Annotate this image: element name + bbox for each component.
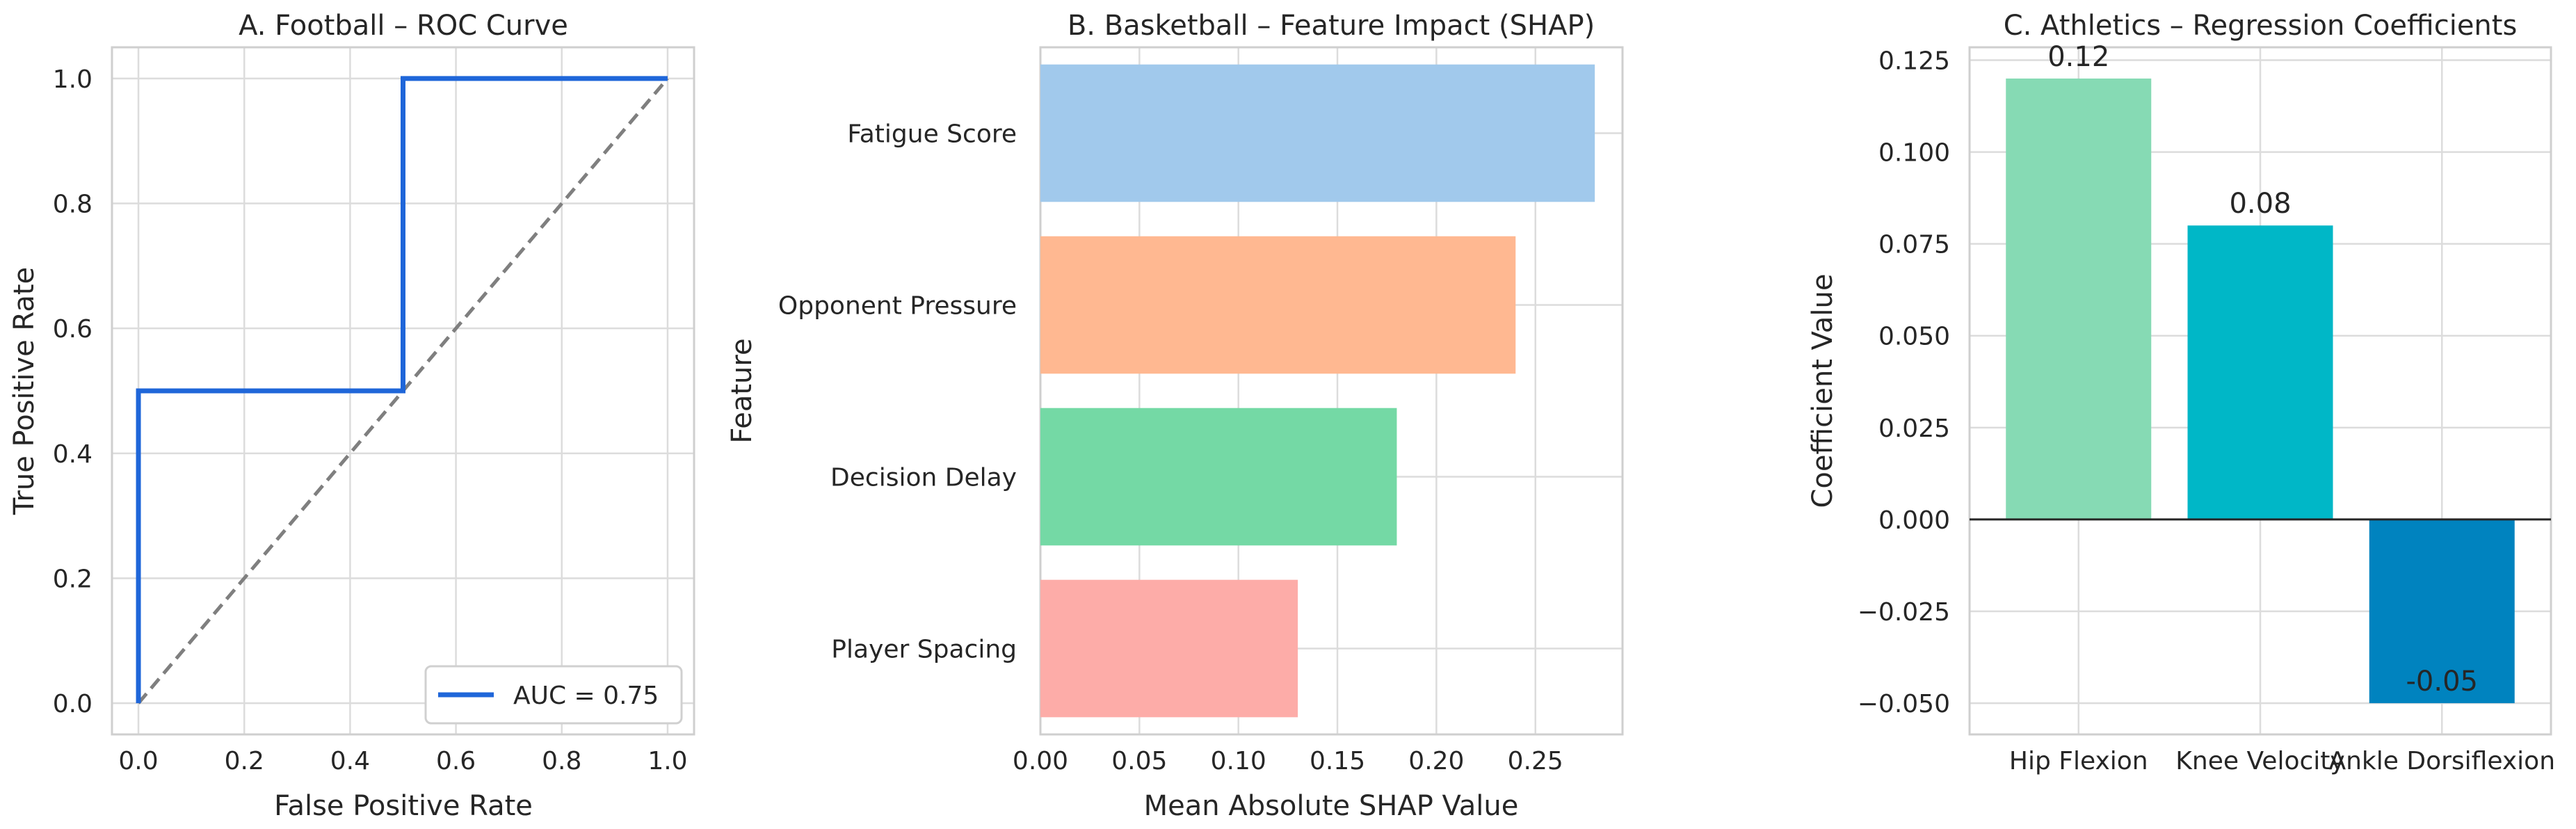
roc-x-tick-label: 0.0	[118, 747, 158, 775]
coef-y-tick-label: −0.025	[1858, 598, 1950, 627]
shap-title: B. Basketball – Feature Impact (SHAP)	[1068, 10, 1595, 42]
roc-y-axis-label: True Positive Rate	[8, 267, 40, 515]
roc-y-tick-label: 0.6	[53, 315, 92, 344]
shap-x-tick-label: 0.00	[1013, 747, 1068, 775]
roc-y-tick-label: 0.2	[53, 565, 92, 593]
roc-title: A. Football – ROC Curve	[239, 10, 568, 42]
coef-bar	[2187, 225, 2333, 520]
shap-category-label: Fatigue Score	[847, 120, 1017, 149]
roc-x-tick-label: 1.0	[647, 747, 687, 775]
roc-panel: 0.0 0.2 0.4 0.6 0.8 1.0 0.0 0.2 0.4 0.6 0.8 1.0 A. …	[8, 10, 695, 822]
roc-y-tick-label: 0.8	[53, 191, 92, 219]
coef-bar	[2369, 519, 2515, 704]
shap-bar	[1040, 236, 1516, 374]
roc-curve-line	[136, 76, 668, 704]
shap-category-label: Player Spacing	[831, 636, 1017, 664]
coef-y-tick-label: 0.000	[1878, 506, 1950, 535]
coef-y-tick-label: 0.125	[1878, 47, 1950, 75]
shap-panel: 0.00 0.05 0.10 0.15 0.20 0.25 Fatigue Score Opp…	[726, 10, 1624, 822]
roc-legend-box	[424, 665, 683, 725]
shap-y-axis-label: Feature	[726, 338, 758, 443]
coef-y-axis-label: Coefficient Value	[1807, 274, 1839, 508]
coef-y-tick-label: 0.075	[1878, 231, 1950, 259]
coef-bar	[2006, 78, 2152, 520]
coef-x-tick-label: Knee Velocity	[2175, 747, 2344, 775]
coef-x-tick-label: Ankle Dorsiflexion	[2328, 747, 2555, 775]
shap-category-label: Decision Delay	[830, 464, 1017, 492]
coef-y-tick-label: 0.025	[1878, 414, 1950, 443]
roc-y-tick-label: 1.0	[53, 65, 92, 94]
coefficients-panel: 0.12 0.08 -0.05 −0.050 −0.025 0.000 0.025 0.05…	[1807, 10, 2555, 775]
coef-value-label: -0.05	[2406, 666, 2479, 698]
shap-category-label: Opponent Pressure	[778, 292, 1017, 321]
roc-legend: AUC = 0.75	[424, 665, 683, 725]
shap-x-tick-label: 0.20	[1408, 747, 1464, 775]
shap-x-tick-label: 0.15	[1310, 747, 1365, 775]
coef-y-tick-label: 0.050	[1878, 323, 1950, 351]
roc-y-tick-label: 0.0	[53, 690, 92, 718]
shap-bar	[1040, 408, 1397, 546]
shap-x-axis-label: Mean Absolute SHAP Value	[1144, 790, 1519, 822]
roc-x-axis-label: False Positive Rate	[274, 790, 533, 822]
coef-value-label: 0.08	[2229, 188, 2291, 220]
coef-plot-frame	[1968, 46, 2552, 736]
coef-value-label: 0.12	[2047, 41, 2109, 73]
roc-x-tick-label: 0.6	[436, 747, 476, 775]
shap-bar	[1040, 579, 1298, 718]
shap-x-tick-label: 0.25	[1508, 747, 1563, 775]
coef-x-tick-label: Hip Flexion	[2009, 747, 2148, 775]
roc-legend-label: AUC = 0.75	[513, 682, 659, 710]
shap-x-tick-label: 0.05	[1111, 747, 1167, 775]
coef-title: C. Athletics – Regression Coefficients	[2004, 10, 2518, 42]
roc-x-tick-label: 0.8	[542, 747, 581, 775]
shap-bar	[1040, 64, 1595, 202]
roc-plot-frame	[111, 46, 695, 736]
roc-x-tick-label: 0.4	[330, 747, 370, 775]
coef-y-tick-label: 0.100	[1878, 139, 1950, 168]
coef-y-tick-label: −0.050	[1858, 690, 1950, 718]
roc-y-tick-label: 0.4	[53, 440, 92, 469]
shap-x-tick-label: 0.10	[1211, 747, 1266, 775]
shap-plot-frame	[1039, 46, 1624, 736]
roc-x-tick-label: 0.2	[225, 747, 264, 775]
